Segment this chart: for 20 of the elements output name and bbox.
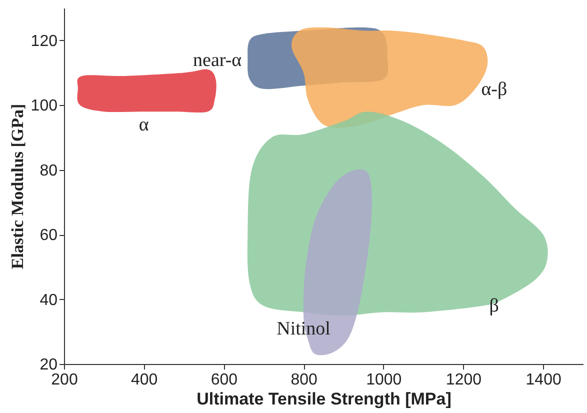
x-tick-label: 400	[130, 372, 158, 388]
x-tick-label: 800	[290, 372, 318, 388]
y-tick-label: 60	[40, 227, 58, 244]
x-tick-label: 600	[210, 372, 238, 388]
y-tick-label: 40	[40, 292, 58, 309]
x-axis-title: Ultimate Tensile Strength [MPa]	[196, 390, 452, 408]
y-axis-title: Elastic Modulus [GPa]	[8, 104, 27, 270]
series-label: near-α	[193, 50, 242, 71]
y-tick-label: 120	[30, 32, 58, 50]
x-tick-label: 1000	[366, 372, 402, 388]
series-label: β	[489, 296, 499, 317]
x-tick-label: 200	[51, 372, 78, 388]
series-label: α-β	[481, 78, 508, 100]
series-label: Nitinol	[276, 318, 330, 340]
series-label: α	[138, 114, 149, 136]
x-tick-label: 1400	[526, 372, 562, 388]
y-tick-label: 20	[40, 356, 58, 374]
y-tick-label: 100	[30, 98, 58, 115]
x-tick-label: 1200	[446, 372, 482, 388]
y-tick-label: 80	[40, 162, 58, 180]
